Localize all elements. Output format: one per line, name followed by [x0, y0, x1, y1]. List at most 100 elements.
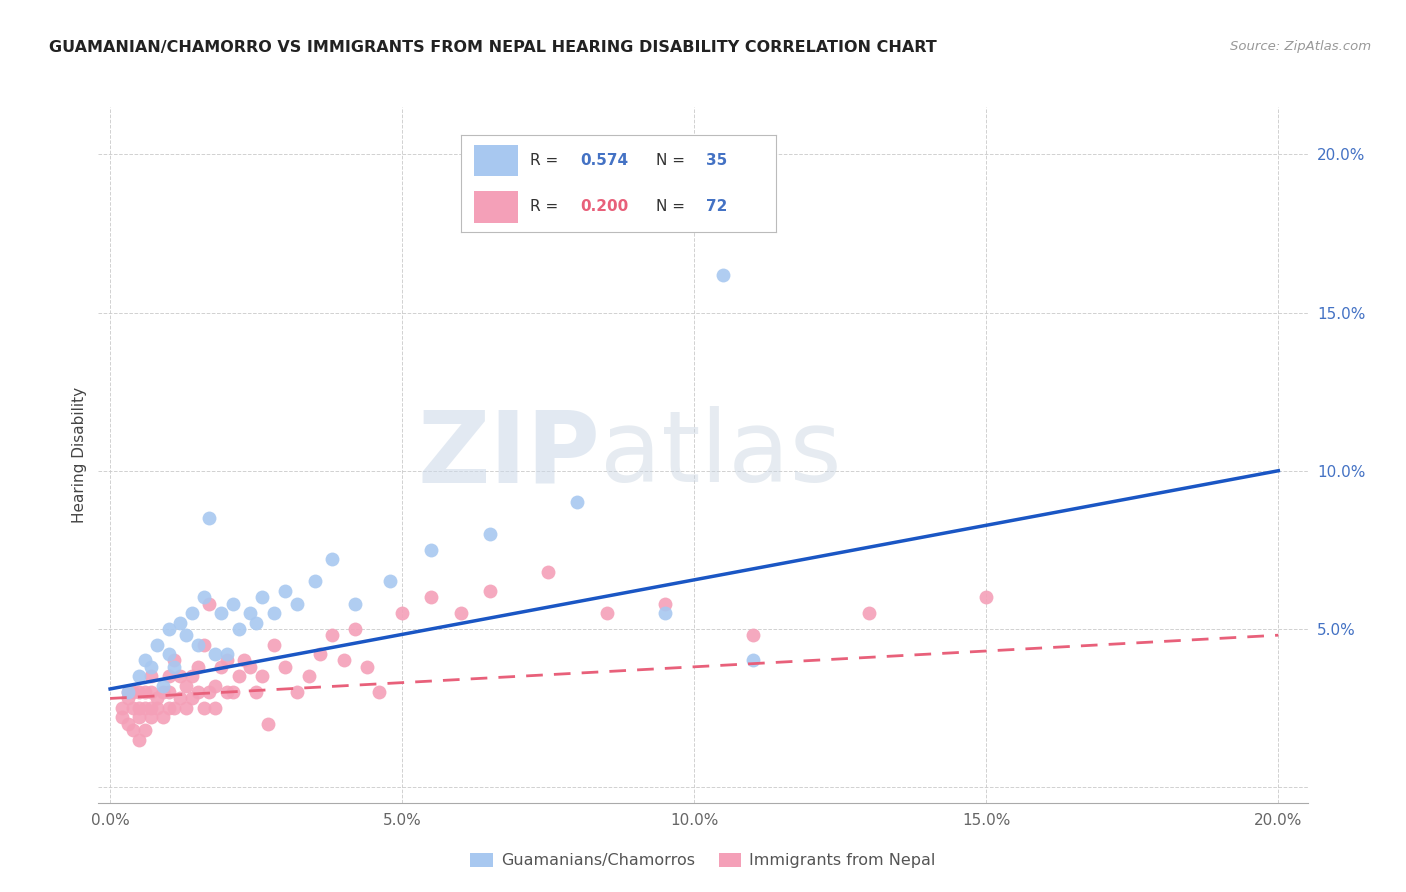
Bar: [474, 192, 517, 222]
Point: [152, 679, 174, 693]
Point: [122, 723, 145, 737]
Point: [245, 615, 267, 630]
Point: [713, 268, 735, 282]
Point: [420, 591, 443, 605]
Point: [169, 691, 191, 706]
Point: [111, 701, 134, 715]
Point: [239, 606, 262, 620]
Text: ZIP: ZIP: [418, 407, 600, 503]
Point: [139, 685, 162, 699]
Point: [169, 669, 191, 683]
Point: [134, 701, 156, 715]
Point: [117, 685, 139, 699]
Point: [174, 679, 197, 693]
Point: [215, 647, 238, 661]
Text: R =: R =: [530, 200, 564, 214]
Y-axis label: Hearing Disability: Hearing Disability: [72, 387, 87, 523]
Point: [285, 597, 308, 611]
Point: [157, 669, 180, 683]
Point: [174, 701, 197, 715]
Point: [128, 685, 150, 699]
Point: [974, 591, 997, 605]
Point: [285, 685, 308, 699]
Text: Source: ZipAtlas.com: Source: ZipAtlas.com: [1230, 40, 1371, 54]
Point: [187, 638, 209, 652]
Point: [134, 653, 156, 667]
Point: [256, 716, 278, 731]
Point: [239, 660, 262, 674]
Point: [741, 653, 763, 667]
Point: [222, 685, 245, 699]
Point: [146, 638, 169, 652]
Point: [198, 685, 221, 699]
Point: [180, 691, 202, 706]
Point: [228, 669, 250, 683]
Point: [332, 653, 354, 667]
Text: 72: 72: [706, 200, 728, 214]
Point: [420, 542, 443, 557]
Point: [134, 723, 156, 737]
Point: [321, 552, 343, 566]
Point: [174, 628, 197, 642]
Point: [344, 622, 367, 636]
Point: [595, 606, 617, 620]
Point: [157, 647, 180, 661]
Point: [298, 669, 321, 683]
Point: [478, 583, 501, 598]
Point: [215, 685, 238, 699]
Point: [209, 606, 232, 620]
Point: [157, 701, 180, 715]
Point: [128, 732, 150, 747]
Point: [128, 710, 150, 724]
Point: [128, 669, 150, 683]
Point: [152, 685, 174, 699]
Point: [245, 685, 267, 699]
Point: [274, 660, 297, 674]
Point: [187, 685, 209, 699]
Point: [134, 685, 156, 699]
Point: [163, 701, 186, 715]
Point: [163, 653, 186, 667]
Point: [380, 574, 402, 589]
Point: [193, 701, 215, 715]
Point: [139, 701, 162, 715]
Point: [321, 628, 343, 642]
Text: N =: N =: [657, 153, 690, 168]
Point: [122, 685, 145, 699]
Point: [344, 597, 367, 611]
Point: [367, 685, 389, 699]
Text: 0.574: 0.574: [581, 153, 628, 168]
Point: [204, 679, 226, 693]
Text: atlas: atlas: [600, 407, 842, 503]
Point: [169, 615, 191, 630]
Point: [263, 638, 285, 652]
Point: [654, 606, 676, 620]
Point: [139, 710, 162, 724]
Point: [222, 597, 245, 611]
Point: [146, 701, 169, 715]
Text: GUAMANIAN/CHAMORRO VS IMMIGRANTS FROM NEPAL HEARING DISABILITY CORRELATION CHART: GUAMANIAN/CHAMORRO VS IMMIGRANTS FROM NE…: [49, 40, 936, 55]
Point: [450, 606, 472, 620]
Point: [215, 653, 238, 667]
Point: [187, 660, 209, 674]
Text: R =: R =: [530, 153, 564, 168]
Point: [274, 583, 297, 598]
Point: [198, 511, 221, 525]
Bar: [474, 145, 517, 176]
Text: N =: N =: [657, 200, 690, 214]
Point: [163, 660, 186, 674]
Point: [356, 660, 378, 674]
Point: [139, 669, 162, 683]
Text: 35: 35: [706, 153, 728, 168]
Point: [858, 606, 880, 620]
Point: [263, 606, 285, 620]
Point: [146, 691, 169, 706]
Point: [741, 628, 763, 642]
Point: [193, 638, 215, 652]
Point: [304, 574, 326, 589]
Point: [204, 701, 226, 715]
Point: [478, 527, 501, 541]
Point: [122, 701, 145, 715]
Point: [654, 597, 676, 611]
Point: [117, 691, 139, 706]
